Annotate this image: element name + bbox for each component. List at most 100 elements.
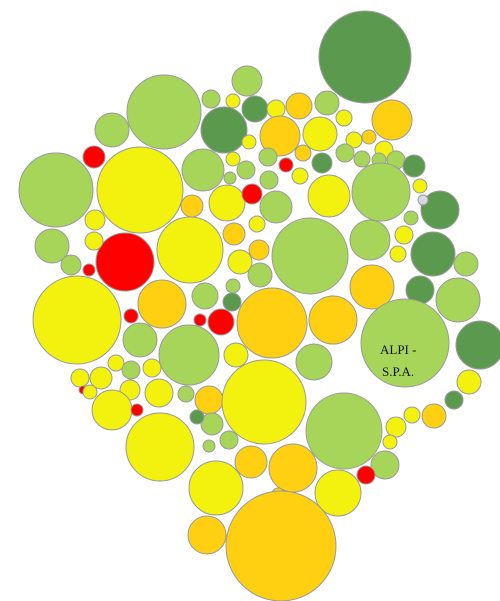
bubble-lime (126, 74, 202, 150)
bubble-yellow (32, 275, 122, 365)
bubble-amber (194, 385, 224, 415)
bubble-yellow (91, 389, 133, 431)
bubble-yellow (82, 384, 98, 400)
bubble-lime (34, 228, 70, 264)
bubble-yellow (208, 184, 246, 222)
bubble-lime (60, 254, 82, 276)
bubble-yellow (70, 368, 90, 388)
bubble-yellow (221, 359, 307, 445)
bubble-yellow (144, 378, 174, 408)
bubble-amber (137, 279, 187, 329)
bubble-lime (94, 112, 130, 148)
bubble-red (193, 313, 207, 327)
bubble-amber (180, 194, 204, 218)
bubble-dark-green (311, 152, 333, 174)
bubble-yellow (107, 354, 125, 372)
bubble-lime (122, 322, 158, 358)
bubble-lime (219, 430, 239, 450)
bubble-red (356, 465, 376, 485)
bubble-yellow (225, 151, 241, 167)
bubble-lime (200, 412, 224, 436)
bubble-lime (247, 262, 273, 288)
bubble-yellow (84, 209, 106, 231)
bubble-amber (187, 515, 227, 555)
bubble-amber (225, 490, 337, 601)
bubble-yellow (403, 406, 421, 424)
bubble-amber (222, 222, 246, 246)
bubble-amber (349, 264, 395, 310)
bubble-lime (295, 343, 333, 381)
bubble-grey (417, 194, 429, 206)
bubble-yellow (345, 131, 363, 149)
bubble-label-line1: ALPI - (380, 342, 416, 357)
bubble-lime (403, 210, 419, 226)
bubble-amber (421, 403, 447, 429)
bubble-yellow (241, 134, 257, 150)
bubble-amber (285, 92, 313, 120)
bubble-yellow (335, 109, 353, 127)
bubble-lime (121, 360, 141, 380)
bubble-yellow (314, 469, 362, 517)
bubble-yellow (223, 342, 249, 368)
bubble-lime (177, 385, 195, 403)
bubble-lime (314, 90, 340, 116)
bubble-yellow (188, 460, 244, 516)
bubble-red (82, 145, 106, 169)
bubble-lime (258, 147, 278, 167)
bubble-yellow (389, 245, 407, 263)
bubble-dark-green (200, 106, 248, 154)
bubble-lime (453, 251, 479, 277)
bubble-lime (360, 298, 450, 388)
bubble-lime (335, 143, 355, 163)
bubble-lime (259, 190, 293, 224)
bubble-lime (191, 282, 219, 310)
bubble-lime (202, 439, 216, 453)
bubble-yellow (382, 434, 398, 450)
bubble-dark-green (222, 292, 242, 312)
bubble-lime (435, 277, 481, 323)
bubble-lime (231, 65, 263, 97)
bubble-yellow (125, 412, 195, 482)
bubble-dark-green (318, 10, 412, 104)
bubble-lime (181, 148, 225, 192)
bubble-yellow (96, 146, 184, 234)
bubble-yellow (456, 369, 482, 395)
bubble-red (207, 308, 235, 336)
bubble-lime (351, 162, 411, 222)
bubble-dark-green (189, 409, 205, 425)
bubble-amber (371, 99, 413, 141)
bubble-amber (308, 295, 358, 345)
bubble-yellow (225, 93, 241, 109)
bubble-lime (236, 160, 256, 180)
bubble-label-line2: S.P.A. (382, 364, 414, 379)
bubble-lime (201, 89, 221, 109)
bubble-yellow (291, 167, 309, 185)
bubble-lime (223, 171, 237, 185)
bubble-lime (305, 392, 383, 470)
bubble-yellow (227, 249, 253, 275)
bubble-red (82, 263, 96, 277)
bubble-yellow (385, 416, 407, 438)
bubble-dark-green (444, 390, 464, 410)
bubble-yellow (248, 215, 266, 233)
bubble-amber (361, 129, 377, 145)
bubble-lime (158, 324, 220, 386)
bubble-lime (353, 150, 371, 168)
bubble-lime (370, 450, 400, 480)
bubble-dark-green (455, 320, 500, 370)
bubble-dark-green (420, 190, 460, 230)
bubble-amber (234, 445, 268, 479)
bubble-red (278, 157, 294, 173)
bubble-amber (268, 443, 318, 493)
bubble-amber (259, 115, 301, 157)
bubble-group (18, 10, 500, 601)
bubble-lime (259, 170, 279, 190)
bubble-yellow (302, 116, 338, 152)
bubble-lime (349, 219, 391, 261)
bubble-amber (236, 287, 308, 359)
bubble-yellow (156, 216, 224, 284)
bubble-lime (271, 217, 349, 295)
bubble-yellow (412, 178, 428, 194)
bubble-yellow (266, 99, 286, 119)
